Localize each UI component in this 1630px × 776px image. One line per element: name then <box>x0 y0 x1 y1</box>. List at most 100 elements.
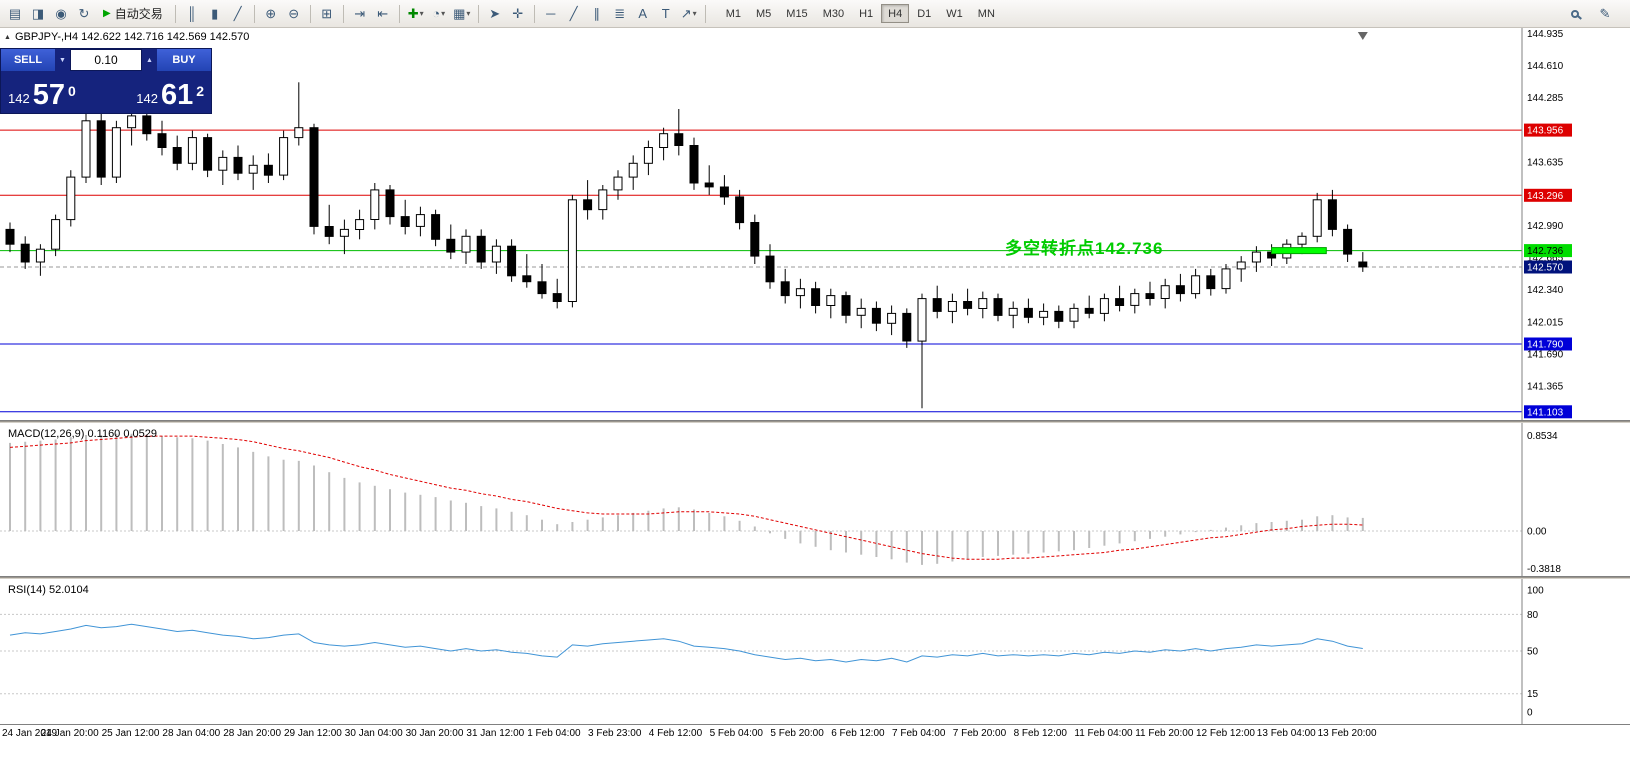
chart-profile-icon[interactable]: ◨ <box>31 5 45 21</box>
play-icon: ▶ <box>103 8 111 19</box>
candle <box>20 236 30 269</box>
auto-scroll-icon[interactable]: ⇥ <box>354 5 366 21</box>
timeframe-m30-button[interactable]: M30 <box>822 7 845 20</box>
time-label: 13 Feb 04:00 <box>1256 728 1316 739</box>
candle <box>795 278 805 309</box>
arrow-tools-icon[interactable]: ↗ ▾ <box>680 5 697 21</box>
time-label: 7 Feb 20:00 <box>952 728 1007 739</box>
candle <box>537 264 547 299</box>
toolbar-separator <box>342 4 344 23</box>
timeframe-d1-button[interactable]: D1 <box>917 7 932 20</box>
candle <box>309 123 319 235</box>
fibonacci-icon[interactable]: ≣ <box>614 5 626 21</box>
candle <box>1115 285 1125 312</box>
candle <box>96 113 106 185</box>
time-label: 4 Feb 12:00 <box>648 728 703 739</box>
timeframe-m5-button[interactable]: M5 <box>756 7 772 20</box>
chart-shift-icon[interactable]: ⇤ <box>377 5 389 21</box>
panel-splitter[interactable] <box>0 577 1630 579</box>
trendline-icon[interactable]: ╱ <box>569 5 578 21</box>
tile-windows-icon[interactable]: ⊞ <box>321 5 333 21</box>
candle <box>431 209 441 247</box>
equidistant-channel-icon[interactable]: ∥ <box>593 5 600 21</box>
candle <box>1054 305 1064 329</box>
candlestick-icon[interactable]: ▮ <box>211 5 219 21</box>
crosshair-icon[interactable]: ✛ <box>512 5 524 21</box>
candle <box>978 291 988 319</box>
bar-chart-icon[interactable]: ║ <box>187 6 197 21</box>
candle <box>248 155 258 190</box>
volume-decrease-button[interactable]: ▼ <box>55 49 70 71</box>
zoom-out-icon[interactable]: ⊖ <box>288 5 300 21</box>
macd-panel[interactable]: MACD(12,26,9) 0.1160 0.0529 0.8534 0.00 -0.… <box>0 423 1630 577</box>
candle <box>993 293 1003 322</box>
trade-prices-row: 142 57 0 142 61 2 <box>1 71 211 113</box>
timeframe-mn-button[interactable]: MN <box>977 7 995 20</box>
time-label: 13 Feb 20:00 <box>1317 728 1377 739</box>
candle <box>963 288 973 316</box>
svg-text:143.296: 143.296 <box>1527 191 1564 202</box>
pivot-annotation[interactable]: 多空转折点142.736 <box>1005 239 1164 258</box>
candle <box>1160 278 1170 309</box>
volume-input[interactable] <box>70 49 142 71</box>
candle <box>598 185 608 220</box>
candle <box>51 214 61 257</box>
indicators-icon[interactable]: ✚ ▾ <box>407 5 424 21</box>
horizontal-line-icon[interactable]: ─ <box>546 6 556 21</box>
text-label-icon[interactable]: T <box>661 6 670 21</box>
panel-splitter[interactable] <box>0 421 1630 423</box>
price-tick: 144.285 <box>1527 93 1564 104</box>
timeframe-m15-button[interactable]: M15 <box>786 7 808 20</box>
timeframe-h1-button[interactable]: H1 <box>859 7 874 20</box>
line-chart-icon[interactable]: ╱ <box>233 5 242 21</box>
candle <box>461 229 471 264</box>
periods-icon[interactable]: ◔ ▾ <box>432 6 446 21</box>
candle <box>1312 192 1322 243</box>
candle <box>643 140 653 176</box>
trade-controls-row: SELL ▼ ▲ BUY <box>1 49 211 71</box>
candle <box>780 268 790 304</box>
price-badge: 143.296 <box>1524 188 1572 202</box>
rsi-line <box>9 623 1363 663</box>
candle <box>1221 264 1231 294</box>
timeframe-m1-button[interactable]: M1 <box>725 7 741 20</box>
market-watch-icon[interactable]: ◉ <box>55 5 67 21</box>
chart-header: ▲ GBPJPY-,H4 142.622 142.716 142.569 142… <box>4 31 249 43</box>
text-icon[interactable]: A <box>638 6 648 21</box>
search-icon[interactable] <box>1564 3 1586 25</box>
time-label: 11 Feb 04:00 <box>1074 728 1133 739</box>
price-chart[interactable]: 144.935 144.610 144.285 143.635 142.990 142.6… <box>0 28 1630 421</box>
candle <box>1069 303 1079 329</box>
candle <box>613 170 623 200</box>
edit-icon[interactable]: ✎ <box>1599 5 1611 21</box>
candle <box>567 194 577 308</box>
candle <box>81 110 91 183</box>
time-label: 8 Feb 12:00 <box>1013 728 1067 739</box>
new-order-icon[interactable]: ▤ <box>8 5 22 21</box>
bottom-filler <box>0 743 1630 776</box>
timeframe-w1-button[interactable]: W1 <box>946 7 963 20</box>
volume-increase-button[interactable]: ▲ <box>142 49 157 71</box>
templates-icon[interactable]: ▦ ▾ <box>453 5 471 21</box>
rsi-panel[interactable]: RSI(14) 52.0104 100 80 50 15 0 <box>0 579 1630 725</box>
refresh-icon[interactable]: ↻ <box>78 5 90 21</box>
toolbar-separator <box>309 4 311 23</box>
zoom-in-icon[interactable]: ⊕ <box>265 5 277 21</box>
svg-text:141.790: 141.790 <box>1527 340 1564 351</box>
buy-button[interactable]: BUY <box>157 49 211 71</box>
candle <box>1130 288 1140 314</box>
candle <box>719 175 729 205</box>
cursor-icon[interactable]: ➤ <box>489 5 501 21</box>
candle <box>507 239 517 282</box>
chevron-down-icon: ▾ <box>692 9 697 18</box>
candle <box>446 224 456 260</box>
sell-button[interactable]: SELL <box>1 49 55 71</box>
candle <box>1175 273 1185 302</box>
timeframe-h4-button[interactable]: H4 <box>881 4 910 23</box>
candle <box>856 298 866 329</box>
candle <box>187 130 197 171</box>
highlight-segment[interactable] <box>1271 247 1327 255</box>
time-axis[interactable]: 24 Jan 2019 24 Jan 20:00 25 Jan 12:00 28 Ja… <box>0 725 1630 743</box>
autotrading-button[interactable]: ▶ 自动交易 <box>96 3 170 25</box>
